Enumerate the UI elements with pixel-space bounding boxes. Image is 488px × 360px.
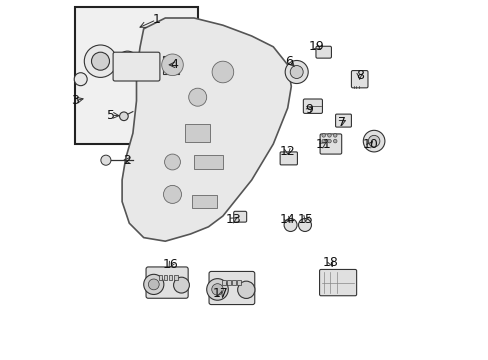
Bar — [227, 280, 230, 285]
Text: 6: 6 — [285, 55, 293, 68]
Text: 2: 2 — [123, 154, 131, 167]
Bar — [168, 275, 172, 280]
FancyBboxPatch shape — [233, 211, 246, 222]
Text: 3: 3 — [70, 94, 79, 107]
Circle shape — [84, 45, 117, 77]
Circle shape — [327, 139, 330, 143]
FancyBboxPatch shape — [320, 134, 341, 154]
Bar — [75, 7, 197, 144]
Circle shape — [212, 61, 233, 83]
FancyBboxPatch shape — [319, 269, 356, 296]
FancyBboxPatch shape — [280, 152, 297, 165]
Circle shape — [164, 154, 180, 170]
FancyBboxPatch shape — [146, 267, 188, 298]
Text: 12: 12 — [279, 145, 295, 158]
Circle shape — [163, 185, 181, 203]
Text: 14: 14 — [279, 213, 295, 226]
Circle shape — [363, 130, 384, 152]
Text: 17: 17 — [213, 287, 228, 300]
Bar — [163, 275, 167, 280]
Circle shape — [321, 139, 325, 143]
Bar — [159, 275, 162, 280]
Text: 16: 16 — [163, 258, 178, 271]
Circle shape — [327, 134, 330, 137]
Text: 11: 11 — [315, 138, 331, 150]
Circle shape — [206, 279, 228, 300]
Bar — [222, 280, 225, 285]
Text: 5: 5 — [107, 109, 115, 122]
Circle shape — [74, 73, 87, 86]
Text: 18: 18 — [322, 256, 338, 269]
Text: 8: 8 — [355, 69, 363, 82]
Circle shape — [237, 281, 254, 298]
Bar — [192, 195, 217, 208]
FancyBboxPatch shape — [351, 71, 367, 88]
Text: 10: 10 — [362, 138, 378, 150]
Circle shape — [367, 135, 379, 147]
Circle shape — [120, 112, 128, 121]
Circle shape — [284, 219, 296, 231]
Circle shape — [188, 88, 206, 106]
Circle shape — [321, 134, 325, 137]
PathPatch shape — [122, 18, 291, 241]
Circle shape — [211, 284, 223, 295]
Text: 1: 1 — [152, 13, 160, 26]
Text: 15: 15 — [297, 213, 313, 226]
Circle shape — [117, 51, 137, 71]
Circle shape — [162, 54, 183, 76]
Bar — [163, 56, 179, 74]
Circle shape — [143, 274, 163, 294]
Bar — [232, 280, 235, 285]
Circle shape — [91, 52, 109, 70]
Circle shape — [122, 56, 133, 67]
FancyBboxPatch shape — [335, 114, 351, 127]
Text: 4: 4 — [170, 58, 178, 71]
Circle shape — [173, 277, 189, 293]
Text: 13: 13 — [225, 213, 241, 226]
Bar — [174, 275, 177, 280]
Circle shape — [148, 279, 159, 290]
FancyBboxPatch shape — [208, 271, 254, 305]
Bar — [185, 124, 210, 142]
Bar — [237, 280, 241, 285]
Circle shape — [333, 134, 336, 137]
FancyBboxPatch shape — [303, 99, 322, 113]
Circle shape — [298, 219, 311, 231]
Bar — [194, 155, 223, 169]
Circle shape — [285, 60, 307, 84]
FancyBboxPatch shape — [315, 46, 331, 58]
Circle shape — [333, 139, 336, 143]
Text: 9: 9 — [305, 103, 313, 116]
FancyBboxPatch shape — [113, 52, 160, 81]
Text: 7: 7 — [337, 116, 345, 129]
Text: 19: 19 — [308, 40, 324, 53]
Circle shape — [289, 66, 303, 78]
Circle shape — [101, 155, 111, 165]
